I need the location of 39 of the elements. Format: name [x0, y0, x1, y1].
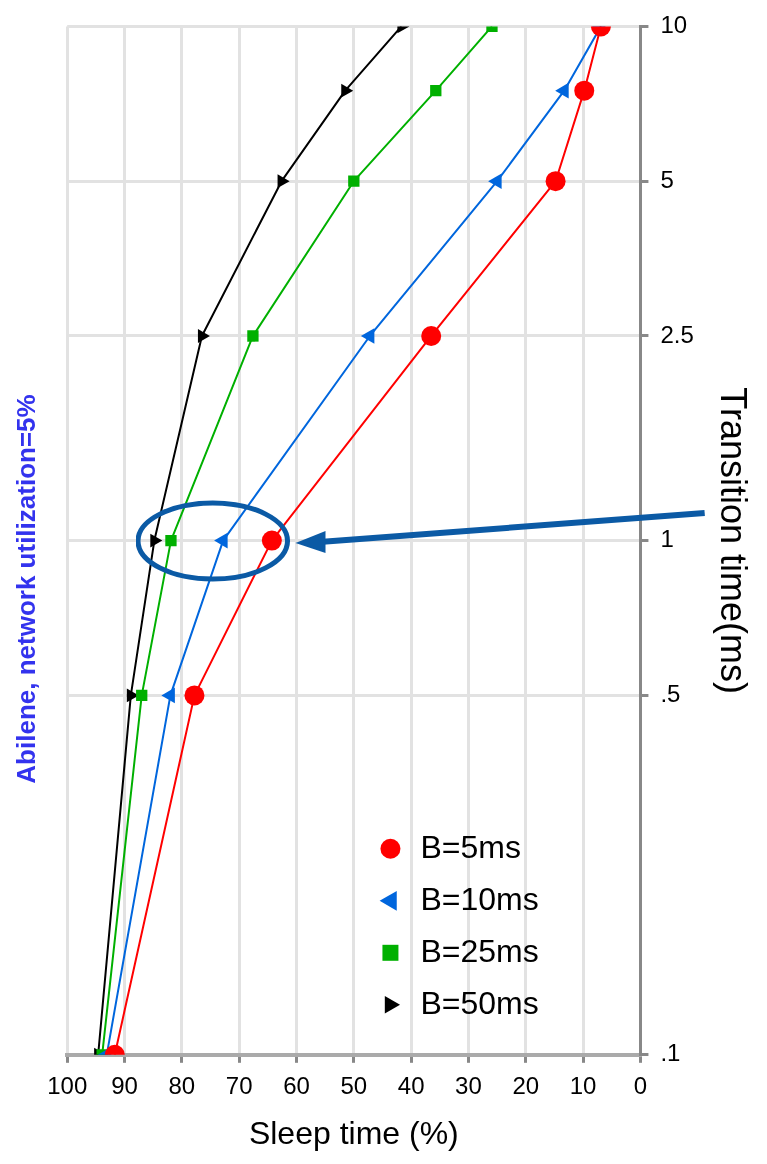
x-tick-label: 20 — [512, 1071, 540, 1099]
point — [348, 175, 360, 187]
x-tick-label: 40 — [397, 1071, 425, 1099]
point — [341, 83, 354, 98]
y-tick-label: 5 — [660, 165, 674, 193]
y-tick-label: 10 — [660, 11, 688, 39]
point — [126, 688, 139, 703]
legend-label: B=10ms — [420, 880, 539, 917]
point — [184, 685, 205, 706]
x-tick-label: 80 — [168, 1071, 196, 1099]
y-tick-label: .5 — [660, 680, 681, 708]
y-tick-label: 1 — [660, 525, 674, 553]
legend-label: B=25ms — [420, 932, 539, 969]
point — [545, 171, 566, 192]
x-tick-label: 70 — [225, 1071, 253, 1099]
x-tick-label: 0 — [633, 1071, 648, 1099]
y-tick-label: .1 — [660, 1039, 681, 1067]
point — [574, 80, 595, 101]
x-tick-label: 100 — [47, 1071, 88, 1099]
point — [165, 534, 177, 547]
point — [421, 325, 442, 346]
x-tick-label: 30 — [455, 1071, 482, 1099]
point — [261, 530, 282, 551]
x-tick-label: 90 — [111, 1071, 138, 1099]
x-tick-label: 10 — [569, 1071, 597, 1099]
legend-label: B=5ms — [420, 828, 521, 865]
text: Abilene, network utilization=5% — [10, 394, 41, 784]
x-tick-label: 60 — [283, 1071, 310, 1099]
point — [277, 174, 290, 189]
point — [247, 330, 259, 342]
x-tick-label: 50 — [340, 1071, 368, 1099]
point — [197, 329, 210, 343]
point — [430, 84, 442, 97]
point — [136, 689, 148, 702]
point — [150, 533, 163, 548]
x-axis-title: Sleep time (%) — [248, 1114, 459, 1151]
y-axis-title: Transition time(ms) — [713, 387, 755, 694]
legend-label: B=50ms — [420, 984, 539, 1021]
y-tick-label: 2.5 — [660, 320, 694, 348]
